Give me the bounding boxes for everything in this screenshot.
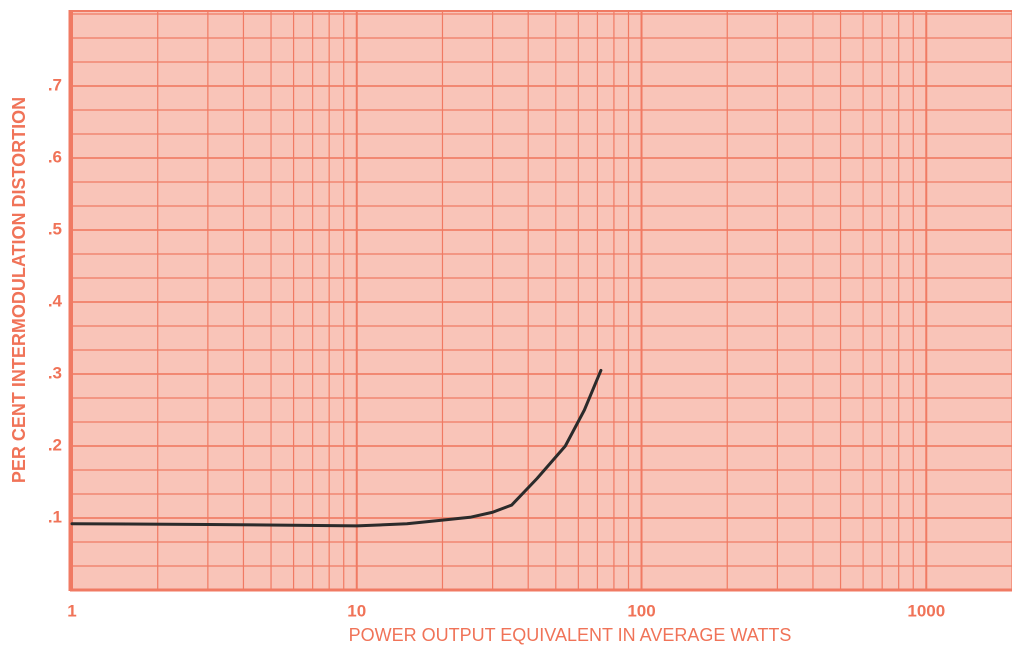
y-tick-label: .6	[48, 147, 62, 166]
y-tick-label: .7	[48, 75, 62, 94]
y-axis-label: PER CENT INTERMODULATION DISTORTION	[9, 97, 29, 483]
x-tick-label: 1	[67, 601, 76, 620]
plot-area	[68, 10, 1012, 592]
y-tick-label: .3	[48, 363, 62, 382]
x-tick-label: 100	[627, 601, 655, 620]
x-axis-label: POWER OUTPUT EQUIVALENT IN AVERAGE WATTS	[349, 625, 792, 645]
plot-background	[70, 10, 1012, 590]
x-tick-label: 10	[347, 601, 366, 620]
y-tick-label: .5	[48, 219, 62, 238]
x-tick-label: 1000	[907, 601, 945, 620]
y-tick-label: .2	[48, 435, 62, 454]
y-tick-label: .1	[48, 507, 62, 526]
y-tick-label: .4	[48, 291, 63, 310]
data-line	[70, 368, 603, 528]
